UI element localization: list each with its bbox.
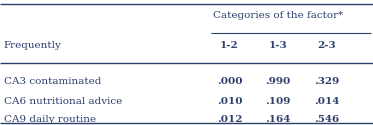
Text: CA6 nutritional advice: CA6 nutritional advice [4,97,122,106]
Text: .546: .546 [314,116,339,124]
Text: 2-3: 2-3 [317,40,336,50]
Text: 1-2: 1-2 [220,40,239,50]
Text: .164: .164 [265,116,291,124]
Text: .000: .000 [217,77,242,86]
Text: Categories of the factor*: Categories of the factor* [213,10,343,20]
Text: .012: .012 [217,116,242,124]
Text: CA9 daily routine: CA9 daily routine [4,116,96,124]
Text: .109: .109 [265,97,291,106]
Text: .990: .990 [265,77,291,86]
Text: Frequently: Frequently [4,40,62,50]
Text: .014: .014 [314,97,339,106]
Text: .010: .010 [217,97,242,106]
Text: .329: .329 [314,77,339,86]
Text: CA3 contaminated: CA3 contaminated [4,77,101,86]
Text: 1-3: 1-3 [269,40,287,50]
